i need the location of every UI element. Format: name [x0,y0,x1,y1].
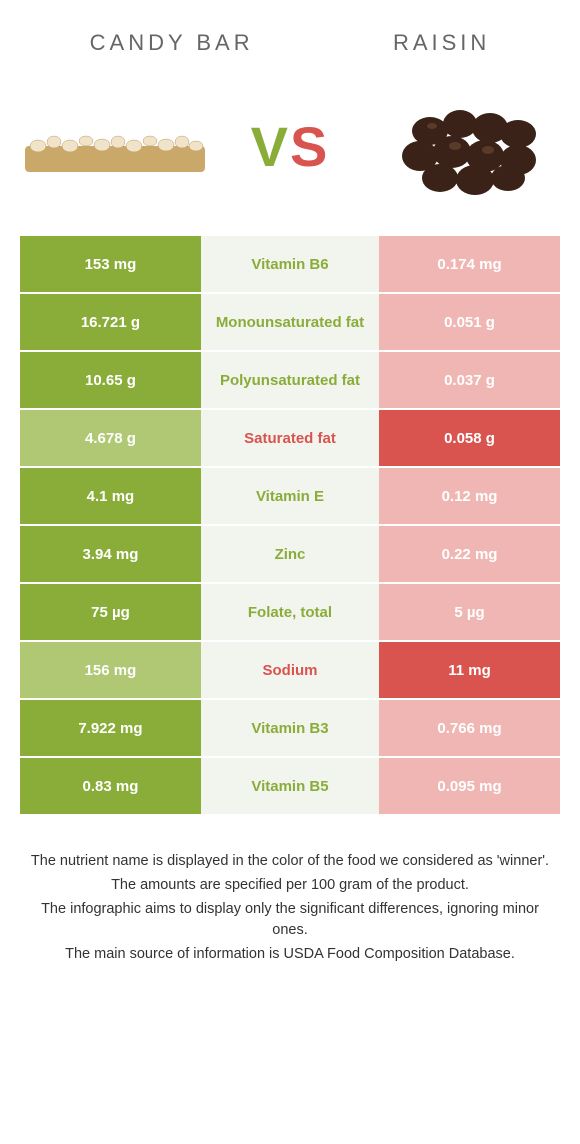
table-row: 75 µgFolate, total5 µg [20,584,560,642]
footer-line: The nutrient name is displayed in the co… [30,851,550,873]
right-value: 5 µg [379,584,560,640]
nutrient-label: Saturated fat [201,410,379,466]
footer-line: The main source of information is USDA F… [30,944,550,966]
nutrient-label: Vitamin B6 [201,236,379,292]
left-value: 153 mg [20,236,201,292]
right-value: 0.095 mg [379,758,560,814]
vs-letter-v: V [251,114,290,179]
nutrient-label: Vitamin B5 [201,758,379,814]
right-value: 0.037 g [379,352,560,408]
nutrient-label: Zinc [201,526,379,582]
nutrient-table: 153 mgVitamin B60.174 mg16.721 gMonounsa… [0,236,580,816]
nutrient-label: Monounsaturated fat [201,294,379,350]
footer-line: The amounts are specified per 100 gram o… [30,875,550,897]
left-value: 3.94 mg [20,526,201,582]
left-value: 7.922 mg [20,700,201,756]
left-value: 156 mg [20,642,201,698]
left-value: 10.65 g [20,352,201,408]
vs-label: VS [251,114,330,179]
table-row: 7.922 mgVitamin B30.766 mg [20,700,560,758]
header-titles: Candy bar Raisin [0,0,580,76]
left-value: 4.1 mg [20,468,201,524]
table-row: 153 mgVitamin B60.174 mg [20,236,560,294]
table-row: 4.678 gSaturated fat0.058 g [20,410,560,468]
right-value: 0.174 mg [379,236,560,292]
right-value: 0.058 g [379,410,560,466]
candy-bar-image [20,86,210,206]
footer-line: The infographic aims to display only the… [30,899,550,943]
raisin-image [370,86,560,206]
table-row: 156 mgSodium11 mg [20,642,560,700]
nutrient-label: Sodium [201,642,379,698]
left-value: 75 µg [20,584,201,640]
right-value: 11 mg [379,642,560,698]
table-row: 10.65 gPolyunsaturated fat0.037 g [20,352,560,410]
right-value: 0.12 mg [379,468,560,524]
right-value: 0.22 mg [379,526,560,582]
hero-row: VS [0,76,580,236]
left-food-title: Candy bar [90,30,254,56]
left-value: 16.721 g [20,294,201,350]
right-value: 0.766 mg [379,700,560,756]
right-value: 0.051 g [379,294,560,350]
vs-letter-s: S [290,114,329,179]
nutrient-label: Polyunsaturated fat [201,352,379,408]
table-row: 3.94 mgZinc0.22 mg [20,526,560,584]
right-food-title: Raisin [393,30,490,56]
nutrient-label: Vitamin B3 [201,700,379,756]
left-value: 0.83 mg [20,758,201,814]
left-value: 4.678 g [20,410,201,466]
table-row: 0.83 mgVitamin B50.095 mg [20,758,560,816]
table-row: 16.721 gMonounsaturated fat0.051 g [20,294,560,352]
nutrient-label: Folate, total [201,584,379,640]
table-row: 4.1 mgVitamin E0.12 mg [20,468,560,526]
footer-notes: The nutrient name is displayed in the co… [0,816,580,966]
nutrient-label: Vitamin E [201,468,379,524]
